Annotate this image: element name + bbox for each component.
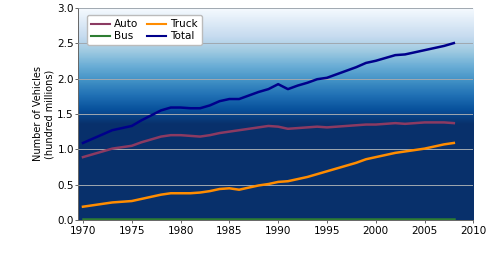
Legend: Auto, Bus, Truck, Total: Auto, Bus, Truck, Total xyxy=(87,15,202,45)
Y-axis label: Number of Vehicles
(hundred millions): Number of Vehicles (hundred millions) xyxy=(33,66,55,162)
